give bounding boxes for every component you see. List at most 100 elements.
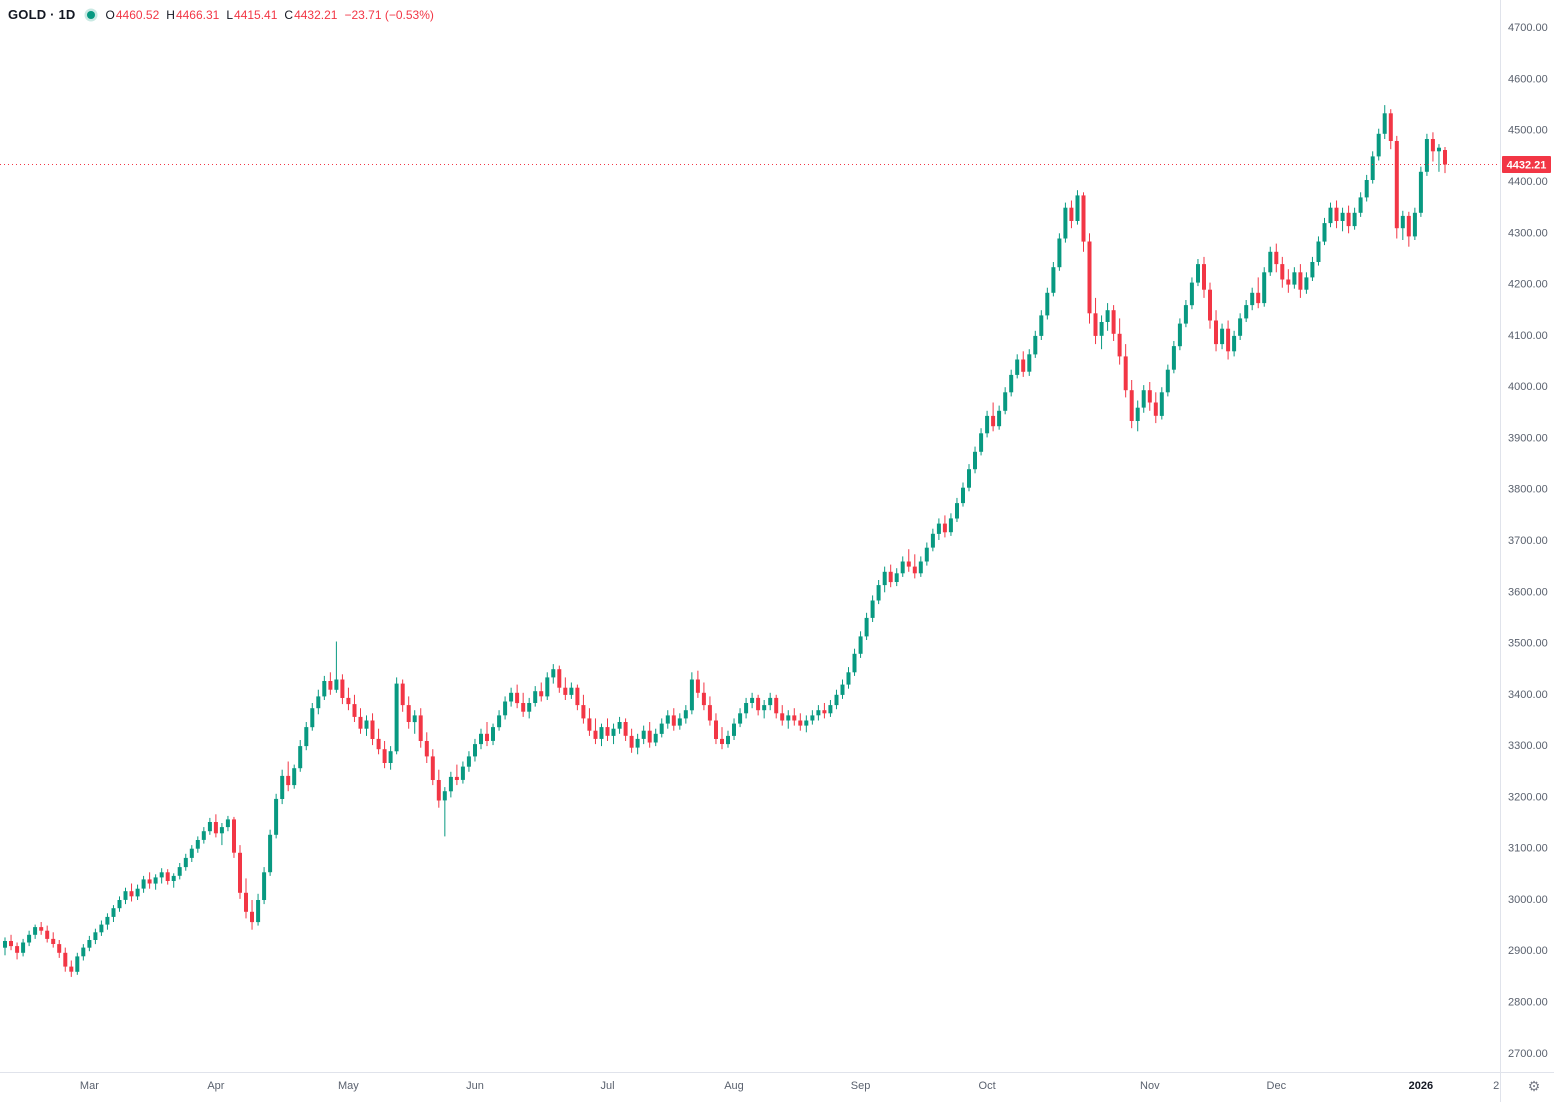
candle-body — [274, 798, 279, 835]
candle-body — [539, 691, 544, 697]
candle-body — [858, 636, 863, 654]
candle-body — [720, 738, 724, 744]
price-tick-label: 4500.00 — [1508, 125, 1548, 137]
candle-body — [1322, 223, 1327, 242]
candle-body — [1376, 133, 1381, 157]
candle-body — [810, 715, 815, 721]
candle-body — [201, 831, 206, 840]
price-tick-label: 3500.00 — [1508, 638, 1548, 650]
price-tick-label: 3200.00 — [1508, 791, 1548, 803]
candle-body — [322, 681, 327, 697]
candle-body — [111, 908, 116, 917]
candle-body — [641, 730, 646, 739]
candle-body — [117, 900, 122, 909]
candle-body — [1412, 212, 1417, 237]
candle-body — [551, 669, 556, 678]
candle-body — [581, 705, 586, 719]
price-tick-label: 3100.00 — [1508, 843, 1548, 855]
candle-body — [756, 697, 761, 711]
candle-body — [1045, 292, 1050, 316]
candle-body — [1286, 279, 1291, 285]
price-axis[interactable] — [1500, 0, 1554, 1102]
candle-body — [1117, 333, 1122, 357]
candle-body — [611, 728, 616, 736]
candle-body — [822, 710, 827, 714]
candle-body — [1400, 215, 1405, 229]
settings-gear-icon[interactable]: ⚙ — [1527, 1077, 1541, 1094]
candle-body — [268, 834, 273, 873]
candle-body — [479, 733, 483, 745]
candle-body — [1063, 207, 1068, 239]
candle-body — [1310, 262, 1315, 278]
candle-body — [689, 679, 694, 711]
candle-body — [1232, 335, 1237, 352]
time-tick-label: Oct — [979, 1080, 996, 1092]
candle-body — [695, 679, 700, 693]
candle-body — [376, 738, 381, 750]
candle-body — [358, 716, 363, 729]
candle-body — [521, 703, 526, 712]
candle-body — [424, 741, 429, 757]
candle-body — [714, 720, 718, 739]
candle-body — [171, 875, 176, 881]
candle-body — [316, 696, 321, 709]
candle-body — [683, 710, 688, 719]
symbol-title[interactable]: GOLD · 1D — [8, 7, 76, 22]
candle-body — [328, 681, 333, 690]
candle-body — [1189, 282, 1194, 306]
candle-body — [732, 723, 736, 736]
candle-body — [1141, 390, 1146, 408]
candle-body — [738, 713, 743, 724]
candle-body — [123, 891, 128, 900]
candle-body — [304, 727, 309, 747]
candle-body — [1015, 359, 1020, 375]
open-label: O — [105, 7, 115, 22]
candle-body — [1033, 335, 1038, 355]
candle-body — [1394, 141, 1399, 229]
candle-body — [1443, 150, 1447, 165]
price-tick-label: 4200.00 — [1508, 279, 1548, 291]
candle-body — [165, 872, 170, 881]
time-tick-label: Jun — [466, 1080, 484, 1092]
candle-body — [605, 727, 610, 736]
candle-body — [225, 819, 230, 828]
candle-body — [659, 723, 664, 734]
candle-body — [491, 727, 495, 741]
candle-body — [1346, 212, 1351, 227]
candle-body — [617, 722, 622, 729]
candle-body — [9, 941, 13, 947]
price-tick-label: 4000.00 — [1508, 381, 1548, 393]
candle-body — [382, 749, 387, 763]
candle-body — [262, 872, 267, 900]
candle-body — [286, 775, 291, 786]
candle-body — [340, 679, 345, 698]
time-axis[interactable] — [0, 1073, 1500, 1102]
candle-body — [1099, 322, 1104, 336]
candle-body — [1165, 369, 1170, 393]
price-tick-label: 3600.00 — [1508, 586, 1548, 598]
price-tick-label: 2800.00 — [1508, 997, 1548, 1009]
candle-body — [985, 415, 990, 434]
price-tick-label: 4400.00 — [1508, 176, 1548, 188]
candle-body — [840, 684, 845, 695]
candle-body — [1316, 241, 1321, 262]
candle-body — [948, 518, 953, 533]
candle-body — [701, 692, 706, 706]
candle-body — [27, 934, 32, 943]
candle-body — [177, 867, 182, 876]
current-price-badge — [1502, 156, 1551, 173]
candle-body — [1268, 251, 1273, 273]
candle-body — [1123, 356, 1128, 391]
candle-body — [183, 857, 188, 868]
open-value: 4460.52 — [115, 7, 160, 22]
candle-body — [292, 768, 297, 786]
candle-body — [147, 879, 152, 884]
candle-body — [1021, 359, 1026, 372]
candle-body — [1003, 392, 1008, 411]
candle-body — [1364, 180, 1369, 198]
candle-body — [834, 694, 839, 706]
candle-body — [816, 710, 821, 716]
time-tick-label: Jul — [600, 1080, 614, 1092]
candle-body — [1159, 392, 1164, 416]
